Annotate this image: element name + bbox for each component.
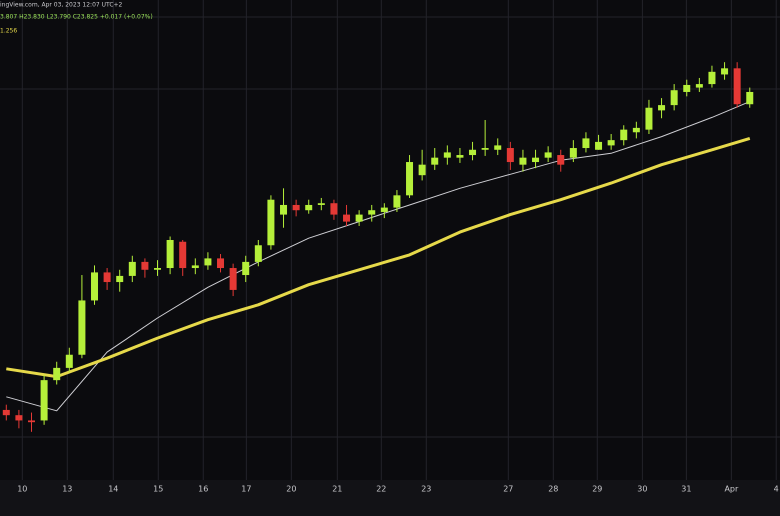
x-tick-label: 30 [637,485,647,494]
candle-body [53,367,61,381]
moving-average-line [6,136,751,379]
candle-body [519,157,527,165]
candle-body [116,275,124,283]
candle-body [78,300,86,355]
candle-body [569,148,577,158]
candle-body [607,140,615,146]
x-axis-strip [0,480,780,516]
candle-body [721,68,729,75]
candle-body [582,138,590,149]
candle-body [506,148,514,163]
candle-body [746,91,754,105]
candle-body [544,152,552,158]
x-tick-label: 27 [503,485,513,494]
candle-body [683,84,691,92]
source-label: ingView.com, Apr 03, 2023 12:07 UTC+2 [0,2,123,9]
candle-body [217,258,225,269]
x-tick-label: 23 [421,485,431,494]
candle-body [708,71,716,85]
candle-body [204,258,212,266]
candle-body [305,204,313,211]
candle-body [443,152,451,158]
x-tick-label: 4 [774,485,779,494]
candle-body [355,214,363,222]
x-tick-label: 16 [198,485,208,494]
candle-body [191,265,199,269]
candle-body [40,380,48,421]
candle-body [166,240,174,269]
candle-body [267,199,275,246]
candle-body [15,415,23,421]
candle-body [28,420,36,423]
candle-body [368,210,376,215]
grid [21,0,777,480]
candle-body [330,203,338,215]
x-tick-label: 20 [286,485,296,494]
candle-body [128,261,136,276]
candle-body [343,214,351,222]
ma-legend: 1.256 [0,28,17,35]
x-tick-label: 22 [376,485,386,494]
candle-body [532,157,540,163]
x-tick-label: 21 [332,485,342,494]
candle-body [406,162,414,196]
candle-body [91,272,99,301]
candle-body [469,149,477,156]
candle-body [418,164,426,176]
candle-body [456,155,464,158]
candle-body [154,268,162,270]
x-tick-label: 14 [108,485,118,494]
x-tick-label: 17 [241,485,251,494]
candle-body [292,204,300,211]
candle-body [670,90,678,106]
candle-body [141,261,149,270]
ohlc-legend: 3.807 H23.830 L23.790 C23.825 +0.017 (+0… [0,14,153,21]
candle-body [380,207,388,212]
candle-body [254,245,262,262]
candle-body [103,272,111,283]
candle-body [242,261,250,276]
candle-body [65,354,73,368]
candle-body [229,268,237,290]
candle-body [645,107,653,130]
plot [2,62,754,432]
candle-body [695,84,703,88]
x-tick-label: 15 [153,485,163,494]
candle-body [557,155,565,165]
x-tick-label: 29 [592,485,602,494]
candle-body [632,127,640,133]
candle-body [595,141,603,150]
x-tick-label: 13 [62,485,72,494]
candle-body [494,145,502,150]
candle-body [280,204,288,215]
x-tick-label: 10 [17,485,27,494]
candle-body [620,129,628,141]
candle-body [393,195,401,208]
candle-body [179,241,187,269]
x-tick-label: Apr [724,485,739,494]
x-tick-label: 31 [681,485,691,494]
candle-body [2,409,10,416]
candle-body [431,157,439,165]
candle-body [481,148,489,150]
candle-body [733,68,741,105]
x-tick-label: 28 [548,485,558,494]
candle-body [317,203,325,205]
candle-body [658,105,666,111]
